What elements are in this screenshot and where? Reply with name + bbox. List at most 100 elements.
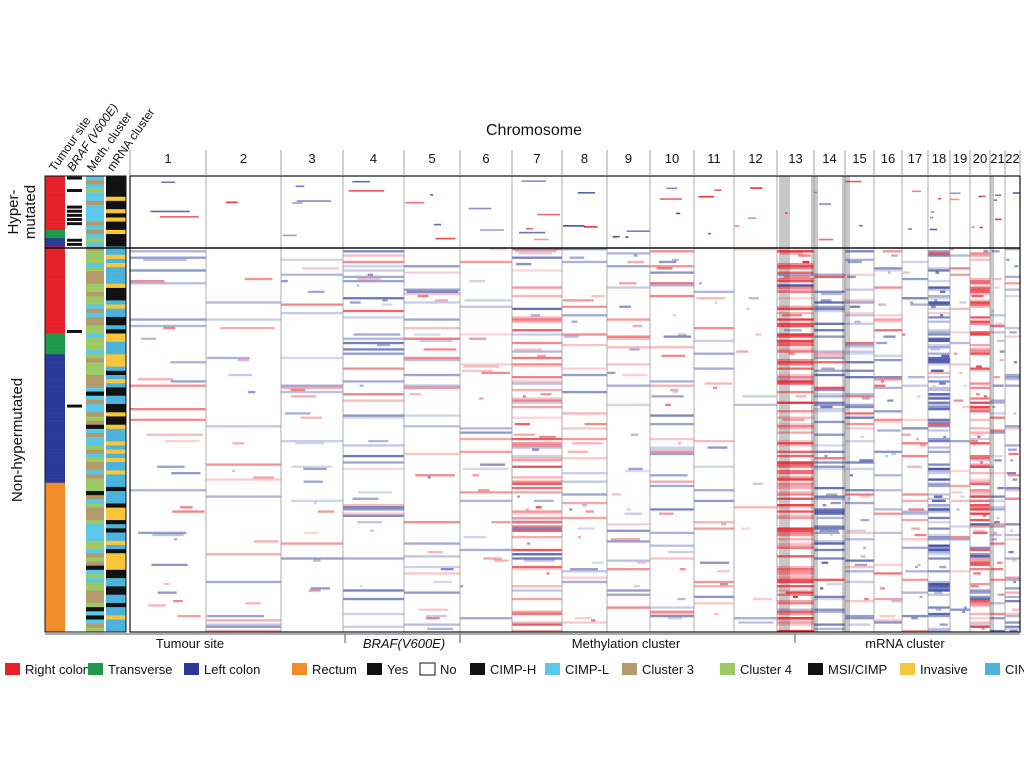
cn-segment bbox=[970, 480, 990, 483]
cn-segment bbox=[777, 465, 814, 468]
cn-segment bbox=[607, 286, 650, 289]
cn-segment bbox=[607, 363, 650, 366]
tumour-site-cell bbox=[45, 362, 65, 367]
cn-segment bbox=[694, 352, 734, 355]
cn-segment bbox=[970, 553, 990, 556]
meth-cluster-cell bbox=[86, 520, 104, 525]
cn-segment bbox=[493, 559, 509, 562]
mrna-cluster-cell bbox=[106, 549, 126, 554]
cn-segment bbox=[650, 437, 694, 441]
cn-segment bbox=[491, 521, 511, 524]
legend-label: CIMP-L bbox=[565, 662, 609, 677]
cn-segment bbox=[816, 516, 844, 520]
cn-segment bbox=[845, 288, 874, 291]
chromosome-label: 14 bbox=[822, 151, 836, 166]
cn-segment bbox=[994, 521, 1000, 524]
cn-segment bbox=[874, 597, 902, 601]
cn-segment bbox=[514, 348, 543, 351]
cn-segment bbox=[951, 499, 970, 503]
cn-segment bbox=[736, 350, 749, 353]
meth-cluster-cell bbox=[86, 457, 104, 463]
tumour-site-cell bbox=[45, 565, 65, 571]
cn-segment bbox=[300, 416, 323, 419]
cn-segment bbox=[226, 201, 238, 204]
cn-segment bbox=[970, 465, 990, 468]
cn-segment bbox=[879, 614, 896, 618]
cn-segment bbox=[977, 435, 981, 439]
cn-segment bbox=[994, 459, 1002, 462]
cn-segment bbox=[777, 538, 814, 541]
meth-cluster-cell bbox=[86, 180, 104, 185]
mrna-cluster-cell bbox=[106, 437, 126, 442]
meth-cluster-cell bbox=[86, 370, 104, 376]
tumour-site-cell bbox=[45, 515, 65, 521]
meth-cluster-cell bbox=[86, 503, 104, 508]
cn-segment bbox=[698, 195, 714, 198]
cn-segment bbox=[971, 226, 975, 228]
meth-cluster-cell bbox=[86, 578, 104, 583]
mrna-cluster-cell bbox=[106, 238, 126, 243]
cn-segment bbox=[1009, 331, 1017, 334]
cn-segment bbox=[814, 450, 845, 453]
section-label-mrna: mRNA cluster bbox=[865, 636, 945, 651]
tumour-site-cell bbox=[45, 329, 65, 334]
cn-segment bbox=[928, 580, 950, 584]
cn-segment bbox=[1005, 373, 1020, 377]
cn-segment bbox=[928, 346, 950, 349]
cn-segment bbox=[512, 621, 562, 624]
cn-segment bbox=[970, 320, 990, 323]
mrna-cluster-cell bbox=[106, 611, 126, 616]
meth-cluster-cell bbox=[86, 192, 104, 198]
chromosome-label: 20 bbox=[973, 151, 987, 166]
cn-segment bbox=[928, 587, 950, 590]
cn-segment bbox=[423, 348, 457, 351]
cn-segment bbox=[874, 329, 902, 332]
cn-segment bbox=[970, 408, 990, 411]
cn-segment bbox=[164, 440, 200, 443]
cn-segment bbox=[970, 623, 990, 626]
cn-segment bbox=[694, 595, 734, 599]
cn-segment bbox=[650, 380, 694, 383]
cn-segment bbox=[577, 527, 595, 530]
chromosome-column-19 bbox=[950, 192, 970, 613]
cn-segment bbox=[970, 557, 990, 560]
tumour-site-cell bbox=[45, 217, 65, 222]
braf-mutation-cell bbox=[67, 209, 82, 213]
cn-segment bbox=[928, 312, 950, 315]
tumour-site-cell bbox=[45, 221, 65, 227]
cn-segment bbox=[814, 273, 845, 276]
cn-segment bbox=[404, 358, 460, 362]
cn-segment bbox=[281, 273, 343, 276]
cn-segment bbox=[512, 416, 562, 419]
cn-segment bbox=[777, 516, 814, 520]
cn-segment bbox=[359, 384, 364, 387]
cn-segment bbox=[1005, 595, 1020, 599]
tumour-site-cell bbox=[45, 337, 65, 343]
cn-segment bbox=[405, 201, 425, 204]
cn-segment bbox=[902, 297, 928, 300]
cn-segment bbox=[777, 318, 814, 321]
cn-segment bbox=[928, 570, 950, 573]
cn-segment bbox=[607, 529, 650, 532]
legend-item-cluster-3: Cluster 3 bbox=[622, 662, 694, 677]
meth-cluster-cell bbox=[86, 424, 104, 430]
cn-segment bbox=[206, 553, 281, 556]
cn-segment bbox=[281, 303, 343, 306]
tumour-site-cell bbox=[45, 229, 65, 235]
cn-segment bbox=[489, 248, 508, 251]
tumour-site-cell bbox=[45, 399, 65, 405]
cn-segment bbox=[672, 314, 676, 317]
cn-segment bbox=[462, 467, 509, 471]
cn-segment bbox=[777, 335, 814, 338]
cn-segment bbox=[845, 416, 874, 419]
cn-segment bbox=[777, 574, 814, 577]
cn-segment bbox=[970, 316, 990, 319]
cn-segment bbox=[282, 234, 297, 237]
cn-segment bbox=[633, 585, 640, 588]
cn-segment bbox=[845, 493, 874, 496]
cn-segment bbox=[570, 568, 599, 571]
cn-segment bbox=[917, 563, 921, 567]
cn-segment bbox=[562, 314, 607, 317]
cn-segment bbox=[845, 393, 874, 396]
cn-segment bbox=[1005, 378, 1020, 381]
